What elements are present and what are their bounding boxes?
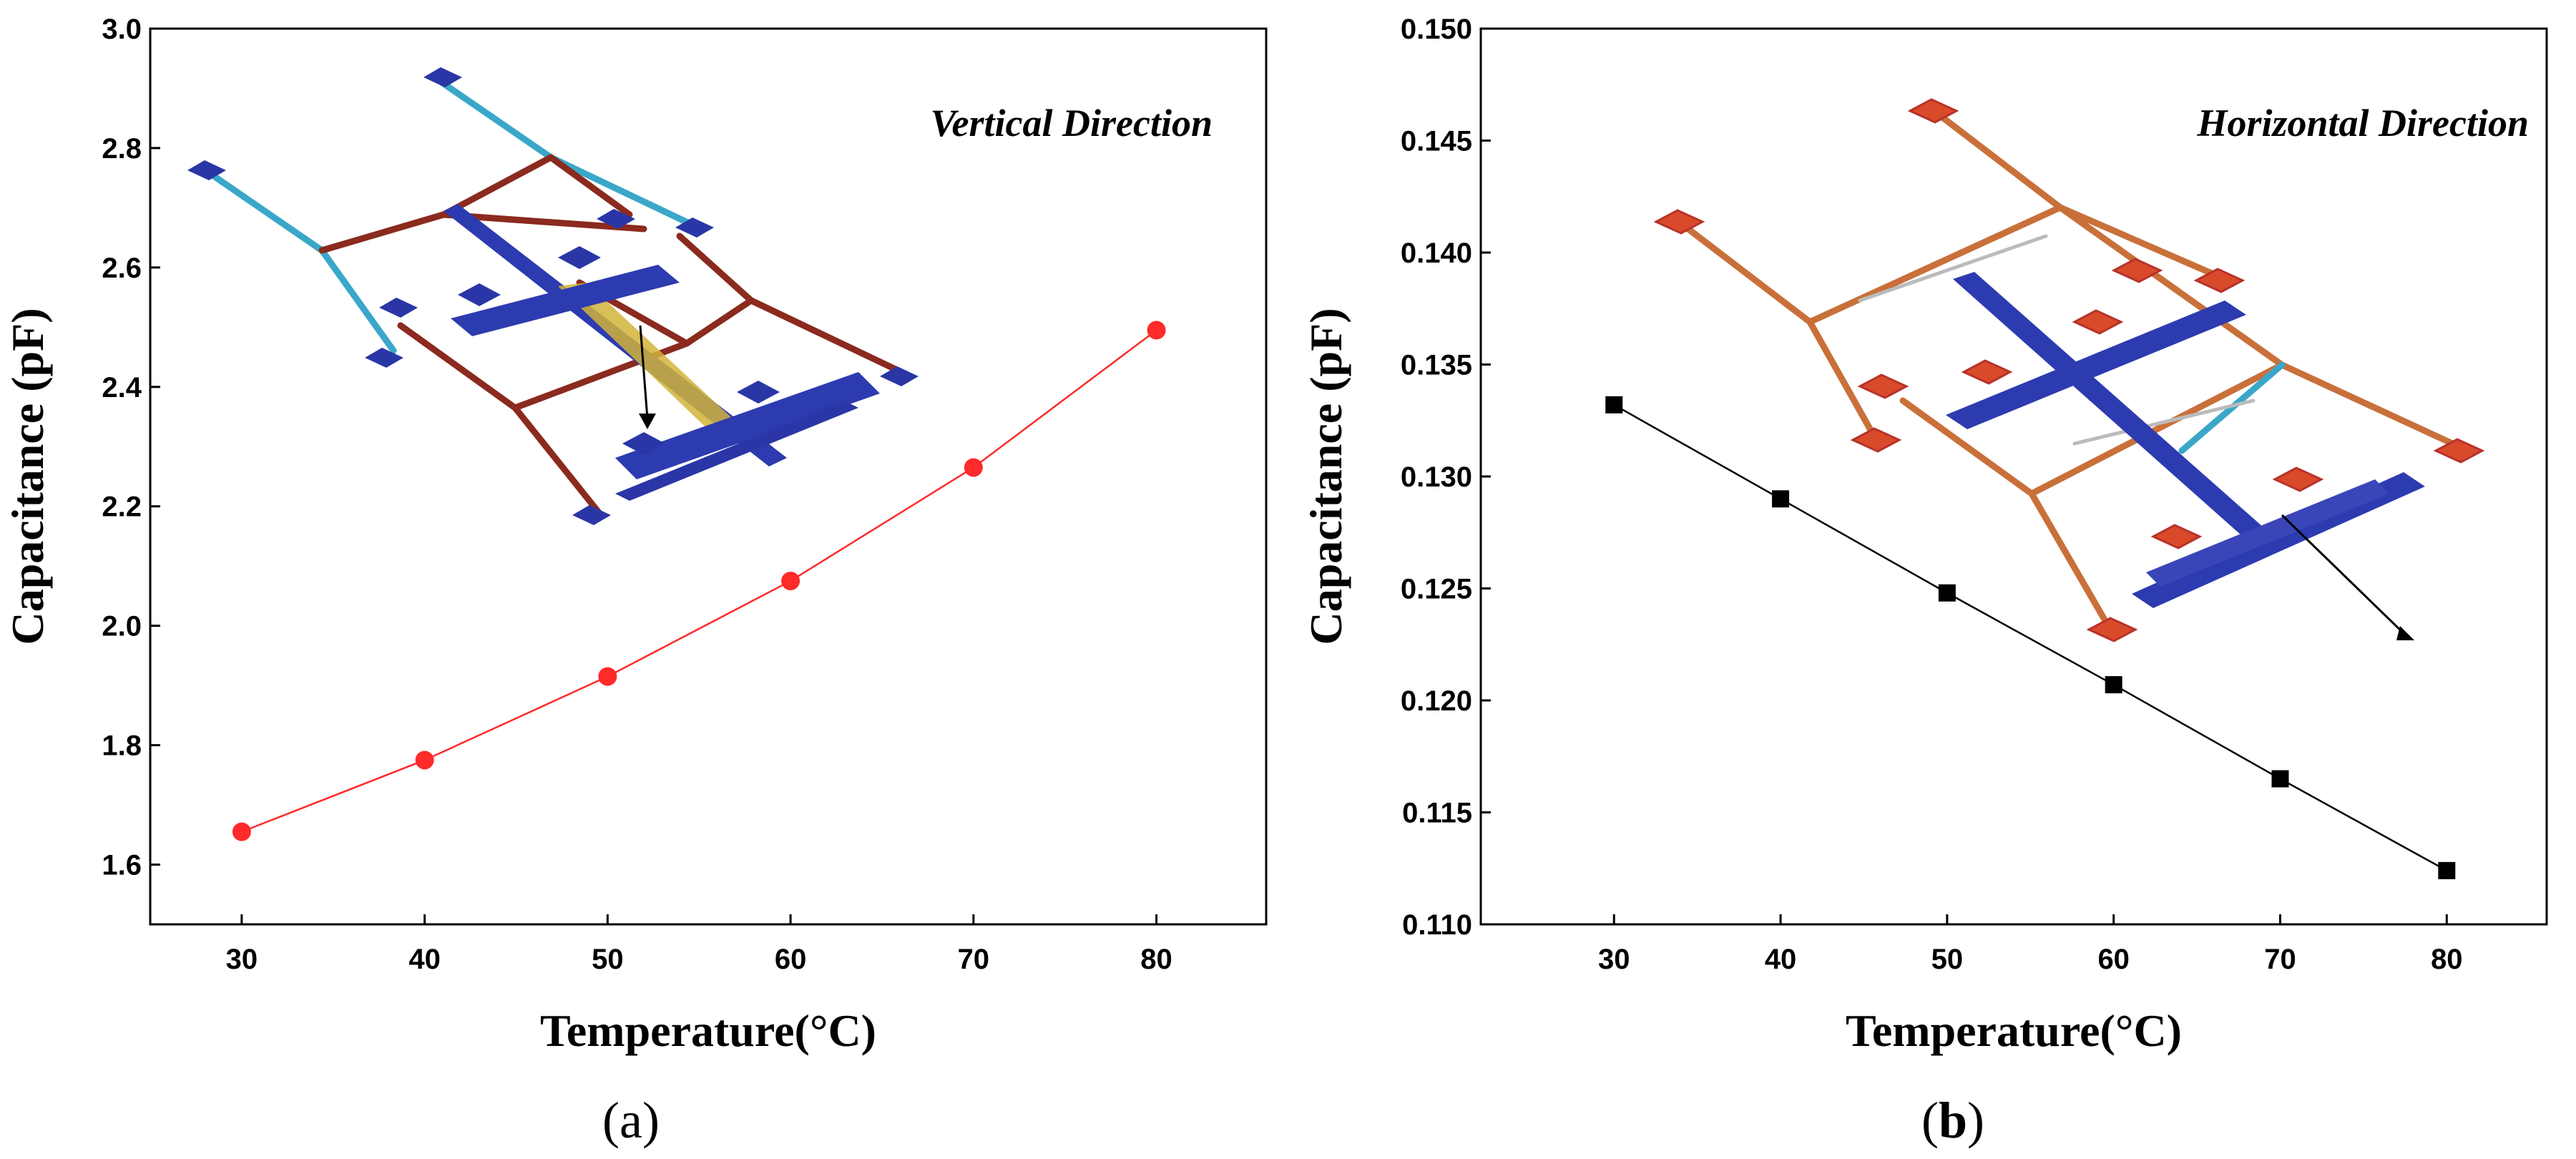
x-axis-title-b: Temperature(°C)	[1846, 1005, 2182, 1056]
panel-b: 0.110 0.115 0.120 0.125 0.130 0.135 0.140 0.145…	[1301, 14, 2548, 1149]
data-point	[232, 822, 251, 841]
x-tick-label: 30	[226, 944, 258, 975]
device-illustration-vertical	[187, 67, 919, 525]
x-tick-label: 30	[1598, 944, 1630, 975]
y-tick-label: 3.0	[102, 14, 142, 45]
caption-letter-b: b	[1939, 1092, 1967, 1149]
y-axis-ticks-a: 1.6 1.8 2.0 2.2 2.4 2.6 2.8 3.0	[102, 14, 160, 881]
x-axis-ticks-a: 30 40 50 60 70 80	[226, 914, 1172, 975]
y-tick-label: 2.4	[102, 372, 142, 404]
data-point	[2438, 861, 2456, 879]
series-points-a	[232, 321, 1166, 841]
data-point	[415, 750, 434, 770]
y-axis-ticks-b: 0.110 0.115 0.120 0.125 0.130 0.135 0.140 0.145…	[1401, 14, 1491, 941]
x-tick-label: 70	[2264, 944, 2296, 975]
x-tick-label: 50	[592, 944, 624, 975]
data-point	[2271, 770, 2289, 788]
y-tick-label: 1.6	[102, 850, 142, 881]
y-tick-label: 0.120	[1401, 685, 1472, 717]
y-axis-title-a: Capacitance (pF)	[2, 308, 53, 645]
y-tick-label: 0.140	[1401, 238, 1472, 269]
data-point	[1772, 490, 1790, 508]
x-tick-label: 60	[2097, 944, 2130, 975]
data-point	[598, 667, 617, 686]
data-point	[1938, 584, 1956, 602]
y-tick-label: 0.135	[1401, 350, 1472, 381]
y-tick-label: 0.110	[1402, 909, 1472, 941]
y-tick-label: 2.6	[102, 253, 142, 284]
x-axis-title-a: Temperature(°C)	[540, 1005, 876, 1056]
y-tick-label: 0.150	[1401, 14, 1472, 45]
y-tick-label: 1.8	[102, 730, 142, 762]
caption-a: (a)	[602, 1092, 660, 1149]
series-line-a	[241, 329, 1157, 833]
caption-b: (b)	[1921, 1092, 1984, 1149]
y-tick-label: 2.2	[102, 492, 142, 523]
y-axis-title-b: Capacitance (pF)	[1301, 308, 1351, 645]
data-point	[1605, 396, 1623, 414]
data-point	[2105, 676, 2122, 694]
x-tick-label: 60	[775, 944, 807, 975]
x-tick-label: 70	[958, 944, 990, 975]
x-tick-label: 50	[1931, 944, 1964, 975]
y-tick-label: 0.145	[1401, 126, 1472, 157]
plot-frame-a	[149, 27, 1268, 926]
panel-a: 1.6 1.8 2.0 2.2 2.4 2.6 2.8 3.0 30 40 50 60 70 80 Ve…	[2, 14, 1268, 1149]
y-tick-label: 0.125	[1401, 574, 1472, 605]
caption-letter-a: a	[619, 1092, 642, 1149]
x-tick-label: 40	[408, 944, 441, 975]
y-tick-label: 2.0	[102, 611, 142, 642]
device-illustration-horizontal	[1653, 98, 2485, 642]
x-tick-label: 80	[2431, 944, 2463, 975]
y-tick-label: 2.8	[102, 133, 142, 165]
y-tick-label: 0.130	[1401, 461, 1472, 493]
x-axis-ticks-b: 30 40 50 60 70 80	[1598, 914, 2463, 975]
annotation-horizontal: Horizontal Direction	[2196, 102, 2529, 145]
series-line-b	[1613, 404, 2447, 871]
data-point	[781, 572, 800, 591]
y-tick-label: 0.115	[1402, 798, 1472, 829]
data-point	[1147, 321, 1166, 340]
data-point	[964, 458, 983, 477]
x-tick-label: 80	[1140, 944, 1172, 975]
annotation-vertical: Vertical Direction	[931, 102, 1213, 145]
series-points-b	[1605, 396, 2456, 879]
plot-frame-b	[1479, 27, 2548, 926]
x-tick-label: 40	[1765, 944, 1797, 975]
